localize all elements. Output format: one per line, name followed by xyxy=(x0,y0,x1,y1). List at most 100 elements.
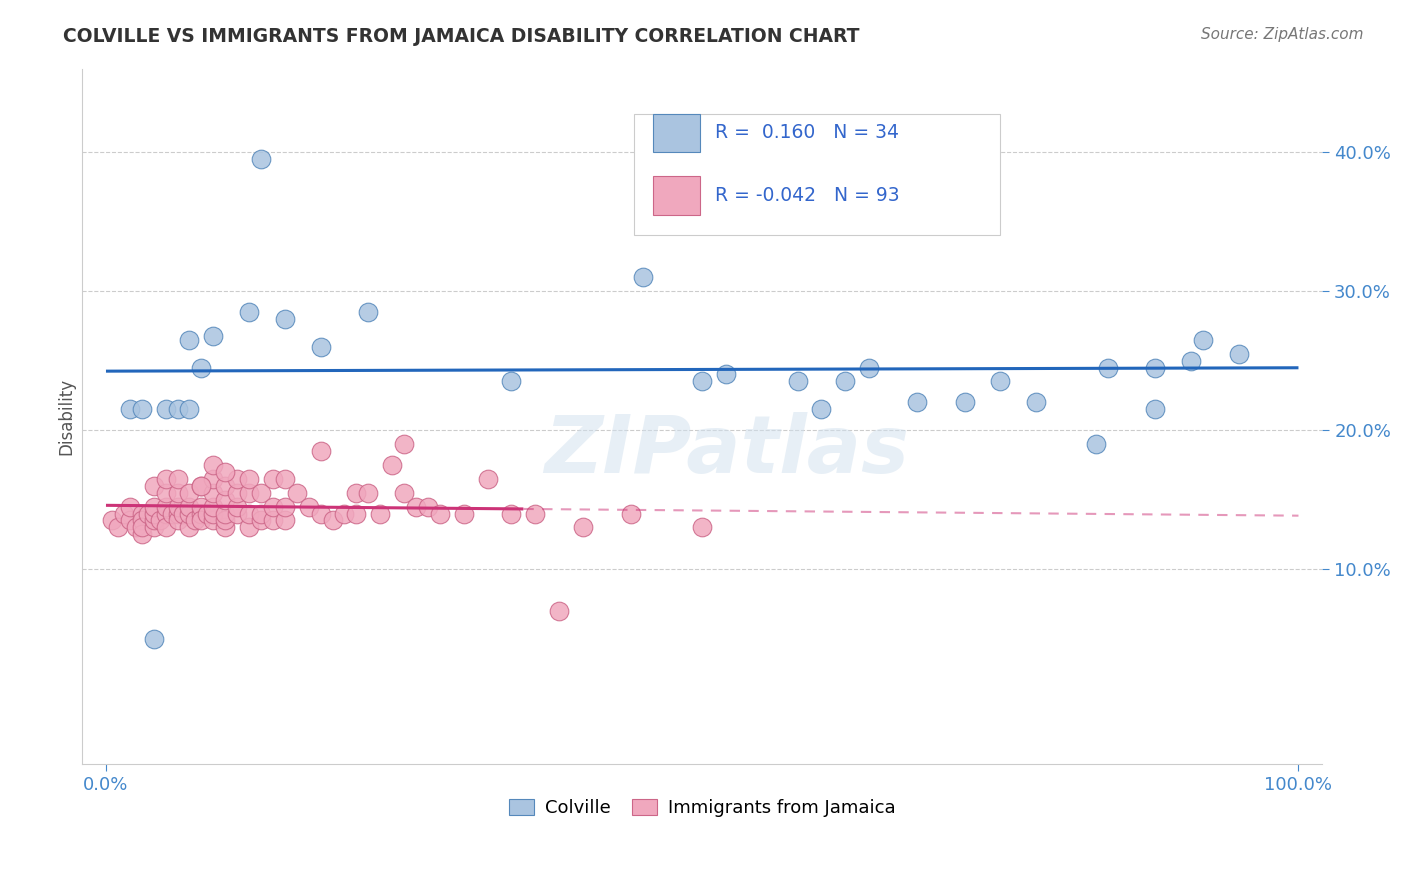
Point xyxy=(136,507,159,521)
Point xyxy=(131,402,153,417)
Point xyxy=(131,520,153,534)
Point xyxy=(190,360,212,375)
Point xyxy=(195,507,218,521)
Point xyxy=(118,402,141,417)
Point xyxy=(179,485,201,500)
Point xyxy=(477,472,499,486)
Point xyxy=(166,507,188,521)
Point xyxy=(405,500,427,514)
Point xyxy=(226,500,249,514)
Legend: Colville, Immigrants from Jamaica: Colville, Immigrants from Jamaica xyxy=(502,791,903,824)
Point xyxy=(690,520,713,534)
Point xyxy=(155,485,177,500)
Point xyxy=(416,500,439,514)
Point xyxy=(155,500,177,514)
Point xyxy=(620,507,643,521)
Point xyxy=(381,458,404,472)
Point xyxy=(262,500,284,514)
Point xyxy=(166,500,188,514)
Point xyxy=(1084,437,1107,451)
Point xyxy=(238,485,260,500)
Point xyxy=(309,507,332,521)
Point xyxy=(226,507,249,521)
Point xyxy=(190,479,212,493)
Point xyxy=(142,520,165,534)
Point xyxy=(214,465,236,479)
Point xyxy=(190,500,212,514)
Point xyxy=(392,485,415,500)
Point xyxy=(155,520,177,534)
Point xyxy=(250,485,273,500)
Point xyxy=(357,305,380,319)
Point xyxy=(238,520,260,534)
Point xyxy=(344,507,367,521)
Point xyxy=(429,507,451,521)
Point xyxy=(1144,402,1167,417)
Point xyxy=(524,507,547,521)
Point xyxy=(501,507,523,521)
Point xyxy=(107,520,129,534)
Point xyxy=(118,513,141,527)
Point xyxy=(202,485,225,500)
Point xyxy=(905,395,928,409)
Point xyxy=(179,507,201,521)
Point xyxy=(250,152,273,166)
Point xyxy=(250,513,273,527)
Point xyxy=(202,458,225,472)
Point xyxy=(155,472,177,486)
Point xyxy=(1180,353,1202,368)
Point xyxy=(368,507,391,521)
Point xyxy=(142,479,165,493)
FancyBboxPatch shape xyxy=(652,177,700,215)
Point xyxy=(131,507,153,521)
Point xyxy=(214,492,236,507)
Point xyxy=(155,507,177,521)
Point xyxy=(1025,395,1047,409)
Text: R =  0.160   N = 34: R = 0.160 N = 34 xyxy=(714,123,898,143)
Text: Source: ZipAtlas.com: Source: ZipAtlas.com xyxy=(1201,27,1364,42)
Point xyxy=(202,507,225,521)
Point xyxy=(166,485,188,500)
Point xyxy=(250,507,273,521)
Point xyxy=(214,520,236,534)
Point xyxy=(344,485,367,500)
Point xyxy=(226,485,249,500)
Point xyxy=(142,513,165,527)
Point xyxy=(1144,360,1167,375)
Point xyxy=(179,520,201,534)
Point xyxy=(179,333,201,347)
Point xyxy=(118,500,141,514)
Point xyxy=(131,513,153,527)
Y-axis label: Disability: Disability xyxy=(58,377,75,455)
Point xyxy=(166,472,188,486)
Point xyxy=(274,472,297,486)
Point xyxy=(202,472,225,486)
Point xyxy=(238,507,260,521)
Point xyxy=(101,513,124,527)
Point xyxy=(285,485,308,500)
Point xyxy=(309,340,332,354)
Point xyxy=(214,513,236,527)
Point xyxy=(786,375,808,389)
Point xyxy=(179,500,201,514)
Point xyxy=(125,520,148,534)
Point xyxy=(131,527,153,541)
Point xyxy=(392,437,415,451)
Point xyxy=(142,500,165,514)
Point xyxy=(142,632,165,646)
Point xyxy=(858,360,880,375)
Point xyxy=(1097,360,1119,375)
Point xyxy=(357,485,380,500)
Point xyxy=(173,507,195,521)
Point xyxy=(631,270,654,285)
Point xyxy=(202,328,225,343)
Point xyxy=(333,507,356,521)
Point xyxy=(142,507,165,521)
Point xyxy=(202,500,225,514)
Point xyxy=(298,500,321,514)
Point xyxy=(226,472,249,486)
Point xyxy=(309,444,332,458)
Point xyxy=(238,472,260,486)
Point xyxy=(714,368,737,382)
Point xyxy=(690,375,713,389)
